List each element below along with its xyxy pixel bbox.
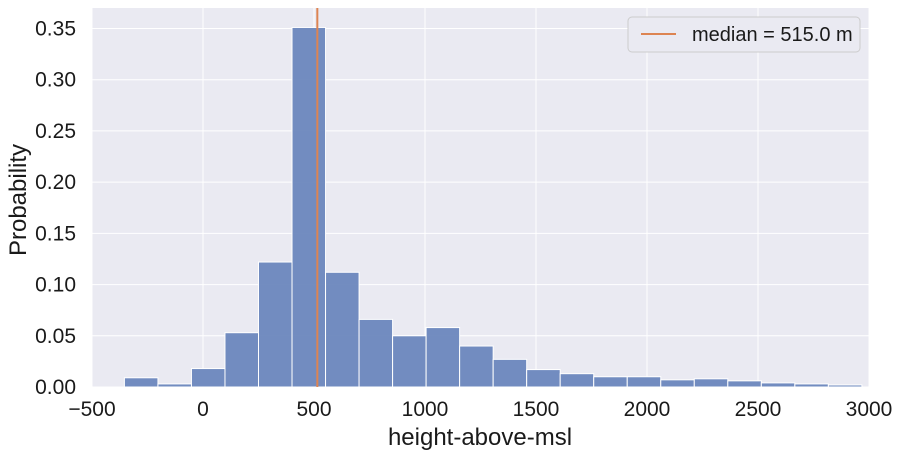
x-tick-labels: −500 0 500 1000 1500 2000 2500 3000: [68, 398, 892, 421]
histogram-bar-11: [459, 345, 494, 388]
y-tick-labels: 0.00 0.05 0.10 0.15 0.20 0.25 0.30 0.35: [35, 17, 76, 399]
x-tick-label: 3000: [846, 398, 893, 421]
y-tick-label: 0.30: [35, 69, 76, 92]
histogram-bar-17: [660, 379, 695, 388]
histogram-bars: [123, 26, 863, 388]
histogram-bar-10: [425, 327, 461, 388]
histogram-bar-6: [291, 26, 327, 388]
x-tick-label: 500: [296, 398, 331, 421]
y-tick-label: 0.25: [35, 120, 76, 143]
x-tick-label: 1000: [402, 398, 449, 421]
histogram-bar-14: [559, 373, 595, 388]
histogram-bar-2: [157, 383, 192, 388]
x-tick-label: 1500: [513, 398, 560, 421]
grid-lines: [91, 8, 870, 388]
y-axis-label: Probability: [5, 144, 32, 256]
y-tick-label: 0.35: [35, 17, 76, 40]
histogram-bar-22: [827, 384, 863, 388]
plot-area: [92, 8, 869, 387]
y-tick-label: 0.10: [35, 274, 76, 297]
legend-box: [627, 16, 861, 53]
x-tick-label: −500: [68, 398, 115, 421]
legend: median = 515.0 m: [627, 16, 861, 53]
histogram-bar-15: [593, 376, 628, 388]
histogram-bar-19: [727, 380, 762, 388]
histogram-bar-4: [224, 332, 259, 388]
y-tick-label: 0.05: [35, 325, 76, 348]
histogram-bar-13: [526, 369, 561, 388]
y-tick-label: 0.00: [35, 376, 76, 399]
histogram-bar-5: [258, 261, 293, 388]
legend-median-label: median = 515.0 m: [692, 24, 853, 46]
histogram-bar-18: [693, 378, 729, 388]
histogram-bar-16: [626, 376, 662, 388]
histogram-bar-12: [492, 358, 528, 388]
x-tick-label: 2500: [735, 398, 782, 421]
histogram-bar-21: [794, 383, 829, 388]
histogram-bar-3: [190, 368, 226, 388]
x-axis-label: height-above-msl: [388, 424, 572, 451]
histogram-bar-7: [325, 271, 360, 388]
histogram-bar-1: [123, 377, 159, 388]
x-tick-label: 2000: [624, 398, 671, 421]
y-tick-label: 0.15: [35, 222, 76, 245]
y-tick-label: 0.20: [35, 171, 76, 194]
x-tick-label: 0: [197, 398, 209, 421]
histogram-bar-8: [358, 318, 394, 388]
histogram-bar-20: [760, 382, 796, 388]
histogram-bar-9: [392, 335, 427, 388]
